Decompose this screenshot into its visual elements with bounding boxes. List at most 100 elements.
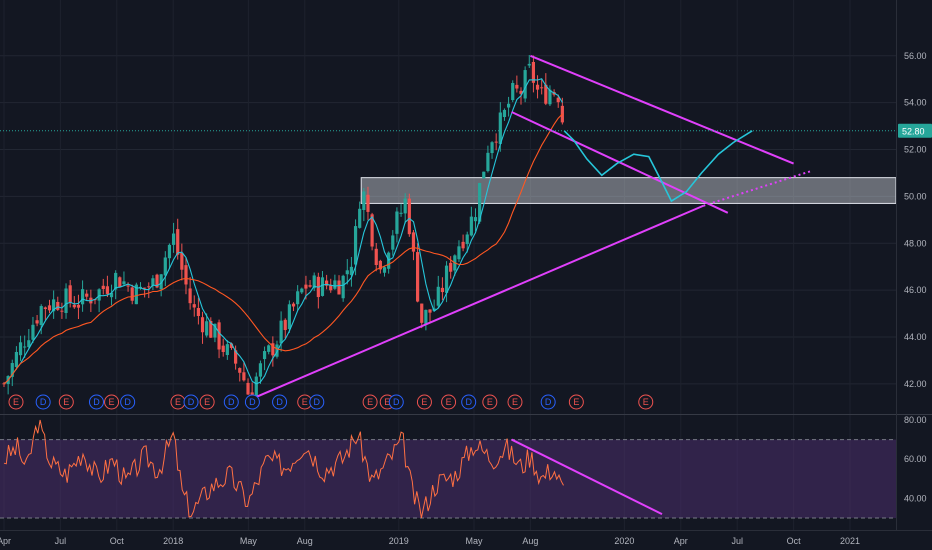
candle[interactable] <box>275 340 279 359</box>
candle[interactable] <box>205 313 209 338</box>
candle[interactable] <box>27 329 31 350</box>
candle[interactable] <box>333 274 337 290</box>
candle[interactable] <box>109 284 114 306</box>
candle[interactable] <box>329 278 333 293</box>
candle[interactable] <box>242 361 246 382</box>
candle[interactable] <box>254 372 258 401</box>
oscillator-panel[interactable]: 80.00 60.00 40.00 <box>0 0 932 530</box>
candle[interactable] <box>300 287 304 295</box>
resistance-zone[interactable] <box>360 177 897 204</box>
candle[interactable] <box>101 278 105 295</box>
earnings-marker[interactable]: E <box>416 394 432 410</box>
candle[interactable] <box>502 108 507 121</box>
candle[interactable] <box>540 79 544 95</box>
candle[interactable] <box>122 271 126 286</box>
candle[interactable] <box>416 243 420 303</box>
candle[interactable] <box>399 203 403 217</box>
dividend-marker[interactable]: D <box>309 394 325 410</box>
earnings-marker[interactable]: E <box>441 394 457 410</box>
candle[interactable] <box>296 285 300 311</box>
candle[interactable] <box>436 275 440 309</box>
candle[interactable] <box>494 133 498 151</box>
candle[interactable] <box>80 280 85 312</box>
candle[interactable] <box>217 319 221 359</box>
moving-average-long[interactable] <box>3 113 563 385</box>
candle[interactable] <box>23 335 27 358</box>
candle[interactable] <box>180 243 184 281</box>
candle[interactable] <box>407 193 411 237</box>
candle[interactable] <box>85 289 89 301</box>
earnings-marker[interactable]: E <box>170 394 186 410</box>
oscillator-trendline[interactable] <box>511 438 663 516</box>
candle[interactable] <box>262 346 267 371</box>
candle[interactable] <box>506 96 511 117</box>
candle[interactable] <box>246 378 250 395</box>
candle[interactable] <box>478 182 482 224</box>
candle[interactable] <box>420 303 424 329</box>
candle[interactable] <box>68 280 72 308</box>
moving-average-short[interactable] <box>3 78 563 385</box>
candle[interactable] <box>279 311 283 352</box>
earnings-marker[interactable]: E <box>362 394 378 410</box>
candle[interactable] <box>527 54 531 68</box>
candle[interactable] <box>337 275 341 295</box>
dividend-marker[interactable]: D <box>88 394 104 410</box>
candle[interactable] <box>349 256 354 287</box>
candle[interactable] <box>320 271 325 297</box>
candle[interactable] <box>382 265 387 277</box>
candle[interactable] <box>163 251 167 287</box>
candle[interactable] <box>271 336 275 367</box>
candle[interactable] <box>358 201 362 229</box>
candle[interactable] <box>18 335 23 361</box>
oscillator-line[interactable] <box>3 419 564 519</box>
candle[interactable] <box>258 360 263 384</box>
earnings-marker[interactable]: E <box>507 394 523 410</box>
candle[interactable] <box>287 300 291 333</box>
candle[interactable] <box>167 243 172 269</box>
candle[interactable] <box>225 340 229 360</box>
candle[interactable] <box>308 280 312 288</box>
dividend-marker[interactable]: D <box>461 394 477 410</box>
candle[interactable] <box>267 344 271 355</box>
candle[interactable] <box>238 367 242 382</box>
candle[interactable] <box>457 240 461 263</box>
candle[interactable] <box>171 222 176 253</box>
candle[interactable] <box>482 171 486 179</box>
candle[interactable] <box>461 234 465 252</box>
candle[interactable] <box>221 338 225 357</box>
candle[interactable] <box>378 259 382 274</box>
candle[interactable] <box>72 296 76 309</box>
dividend-marker[interactable]: D <box>120 394 136 410</box>
candle[interactable] <box>544 73 548 106</box>
candle[interactable] <box>556 94 560 108</box>
candle[interactable] <box>428 309 432 322</box>
dividend-marker[interactable]: D <box>388 394 404 410</box>
earnings-marker[interactable]: E <box>638 394 654 410</box>
candle[interactable] <box>403 193 407 224</box>
candle[interactable] <box>52 290 56 319</box>
candle[interactable] <box>56 296 60 311</box>
earnings-marker[interactable]: E <box>8 394 24 410</box>
earnings-marker[interactable]: E <box>568 394 584 410</box>
candle[interactable] <box>486 145 490 173</box>
candle[interactable] <box>370 212 374 251</box>
candle[interactable] <box>469 206 473 237</box>
earnings-marker[interactable]: E <box>482 394 498 410</box>
dividend-marker[interactable]: D <box>35 394 51 410</box>
candle[interactable] <box>64 283 68 319</box>
candle[interactable] <box>43 306 47 320</box>
candle[interactable] <box>283 318 287 339</box>
candle[interactable] <box>105 275 109 298</box>
candle[interactable] <box>465 231 469 253</box>
candle[interactable] <box>341 274 345 302</box>
candle[interactable] <box>523 66 527 103</box>
dividend-marker[interactable]: D <box>244 394 260 410</box>
forecast-path[interactable] <box>563 130 753 203</box>
candle[interactable] <box>473 208 478 232</box>
candle[interactable] <box>366 186 370 221</box>
candle[interactable] <box>444 261 449 303</box>
candle[interactable] <box>511 80 515 103</box>
dividend-marker[interactable]: D <box>272 394 288 410</box>
candle[interactable] <box>184 257 188 295</box>
